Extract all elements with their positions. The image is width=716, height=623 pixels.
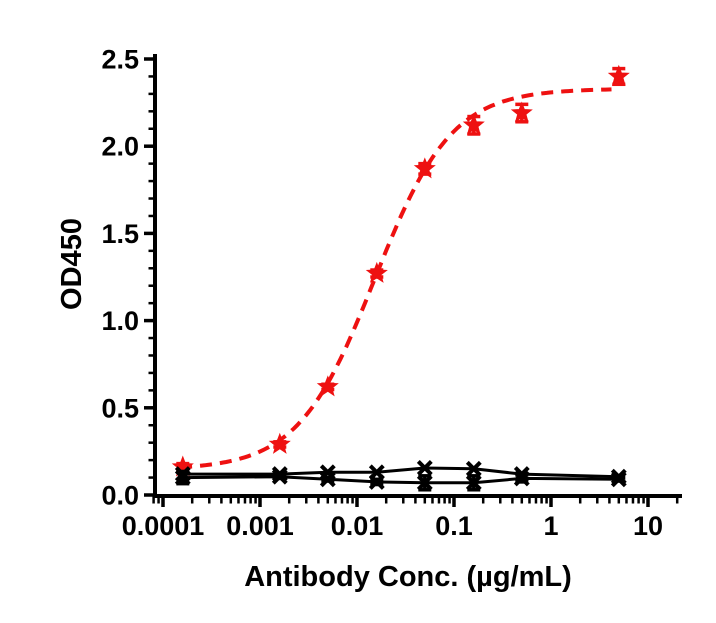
x-tick-label: 1 [543,511,558,541]
x-tick-label: 0.1 [435,511,473,541]
black-solid-x-lower-x-marker [416,474,433,491]
black-solid-x-lower-x-marker [174,469,191,486]
plot-area: 0.0 0.5 1.0 1.5 2.0 2.5 0.0001 0.001 0.01 0.1 1 10 [101,45,682,541]
y-axis-title: OD450 [56,218,88,310]
chart-svg: 0.00.51.01.52.02.50.0001 0.001 0.01 0.1 1 10 … [56,45,682,593]
red-dashed-star-star-marker [268,432,291,454]
x-axis-title: Antibody Conc. (µg/mL) [244,561,572,593]
red-dashed-star-star-marker [510,101,533,123]
black-solid-x-lower-x-marker [513,470,530,487]
elisa-binding-chart: 0.0 0.5 1.0 1.5 2.0 2.5 0.0001 0.001 0.01 0.1 1 10 … [40,16,716,607]
black-solid-x-upper-x-marker [465,460,482,477]
black-solid-x-lower-line [182,475,619,485]
black-solid-x-upper-line [182,466,619,479]
x-tick-label: 10 [633,511,663,541]
red-dashed-star-star-marker [365,261,388,283]
y-tick-label: 0.5 [101,393,139,423]
y-tick-label: 2.5 [101,45,139,75]
black-solid-x-lower-x-marker [319,471,336,488]
y-tick-label: 2.0 [101,132,139,162]
red-dashed-star-star-marker [316,375,339,397]
y-tick-label: 1.5 [101,219,139,249]
black-solid-x-lower-x-marker [368,474,385,490]
black-solid-x-upper-x-marker [416,460,433,476]
black-solid-x-lower-x-marker [465,474,482,491]
red-dashed-star-fit-curve [179,87,612,470]
red-dashed-star-star-marker [462,113,485,135]
red-dashed-star-star-marker [607,64,630,86]
x-tick-label: 0.0001 [122,511,205,541]
x-tick-label: 0.01 [331,511,384,541]
x-tick-label: 0.001 [226,511,294,541]
black-solid-x-lower-x-marker [271,468,288,485]
black-solid-x-lower-x-marker [610,471,627,488]
y-tick-label: 0.0 [101,481,139,511]
y-tick-label: 1.0 [101,306,139,336]
red-dashed-star-star-marker [413,157,436,179]
